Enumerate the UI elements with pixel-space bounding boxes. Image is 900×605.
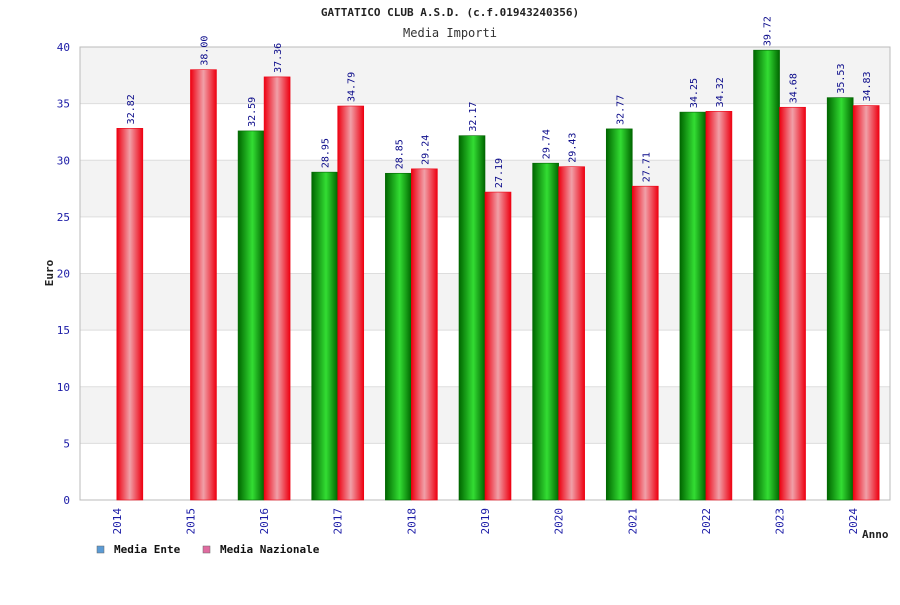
- bar-media-ente-2024: [826, 97, 854, 501]
- bar-media-nazionale-2014: [116, 128, 144, 501]
- legend-label-media-nazionale: Media Nazionale: [220, 543, 320, 556]
- y-tick-label: 35: [57, 98, 70, 111]
- legend: Media Ente Media Nazionale: [96, 543, 320, 556]
- data-label: 34.32: [715, 77, 726, 107]
- data-label: 39.72: [763, 16, 774, 46]
- data-label: 34.68: [789, 73, 800, 103]
- chart-title: GATTATICO CLUB A.S.D. (c.f.01943240356): [321, 6, 579, 19]
- legend-swatch-media-nazionale: [202, 545, 211, 554]
- data-label: 34.79: [347, 72, 358, 102]
- bar-media-ente-2016: [237, 130, 265, 501]
- data-label: 28.85: [394, 139, 405, 169]
- x-axis-label: Anno: [862, 528, 889, 541]
- y-axis-label: Euro: [43, 259, 56, 286]
- bar-media-nazionale-2017: [337, 105, 365, 501]
- x-tick-label: 2016: [258, 508, 271, 535]
- y-tick-label: 20: [57, 268, 70, 281]
- bar-media-nazionale-2021: [631, 185, 659, 501]
- x-tick-label: 2014: [111, 508, 124, 535]
- y-tick-label: 0: [63, 494, 70, 507]
- bar-media-nazionale-2019: [484, 191, 512, 501]
- x-tick-label: 2023: [774, 508, 787, 535]
- bar-media-nazionale-2016: [263, 76, 291, 501]
- x-tick-label: 2017: [332, 508, 345, 535]
- y-tick-label: 25: [57, 211, 70, 224]
- data-label: 27.19: [494, 158, 505, 188]
- bar-media-ente-2021: [605, 128, 633, 501]
- bar-media-ente-2020: [532, 162, 559, 501]
- bar-media-ente-2022: [679, 111, 707, 501]
- bar-media-nazionale-2024: [852, 105, 880, 501]
- data-label: 35.53: [836, 64, 847, 94]
- legend-swatch-media-ente: [96, 545, 105, 554]
- x-tick-label: 2024: [847, 508, 860, 535]
- data-label: 34.25: [689, 78, 700, 108]
- x-tick-label: 2022: [700, 508, 713, 535]
- data-label: 32.17: [468, 102, 479, 132]
- bar-media-nazionale-2015: [190, 69, 217, 501]
- bar-media-ente-2023: [753, 49, 780, 501]
- data-label: 32.82: [126, 94, 137, 124]
- bar-media-ente-2019: [458, 135, 486, 501]
- data-label: 28.95: [321, 138, 332, 168]
- bar-media-nazionale-2022: [705, 111, 733, 501]
- chart-subtitle: Media Importi: [403, 26, 497, 40]
- y-tick-label: 40: [57, 41, 70, 54]
- bar-media-nazionale-2020: [558, 166, 585, 501]
- y-tick-label: 30: [57, 154, 70, 167]
- x-axis-ticks: 2014 2015 2016 2017 2018 2019 2020 2021 2022 2023…: [111, 508, 860, 535]
- bar-media-ente-2017: [311, 171, 339, 501]
- bar-media-ente-2018: [385, 172, 412, 501]
- legend-label-media-ente: Media Ente: [114, 543, 181, 556]
- y-tick-label: 5: [63, 437, 70, 450]
- x-tick-label: 2019: [479, 508, 492, 535]
- data-label: 32.77: [615, 95, 626, 125]
- data-label: 29.74: [542, 129, 553, 159]
- x-tick-label: 2021: [626, 508, 639, 535]
- data-label: 34.83: [862, 71, 873, 101]
- bars: [116, 49, 880, 501]
- y-axis-ticks: 0 5 10 15 20 25 30 35 40: [57, 41, 70, 507]
- y-tick-label: 15: [57, 324, 70, 337]
- data-label: 38.00: [199, 36, 210, 66]
- y-tick-label: 10: [57, 381, 70, 394]
- data-label: 29.24: [420, 135, 431, 165]
- x-tick-label: 2015: [184, 508, 197, 535]
- bar-media-nazionale-2018: [411, 168, 438, 501]
- data-label: 29.43: [568, 133, 579, 163]
- bar-media-nazionale-2023: [779, 106, 806, 501]
- x-tick-label: 2018: [405, 508, 418, 535]
- x-tick-label: 2020: [553, 508, 566, 535]
- data-label: 37.36: [273, 43, 284, 73]
- data-labels: 32.82 38.00 32.59 37.36 28.95 34.79 28.85 29.24…: [126, 16, 873, 188]
- data-label: 27.71: [641, 152, 652, 182]
- data-label: 32.59: [247, 97, 258, 127]
